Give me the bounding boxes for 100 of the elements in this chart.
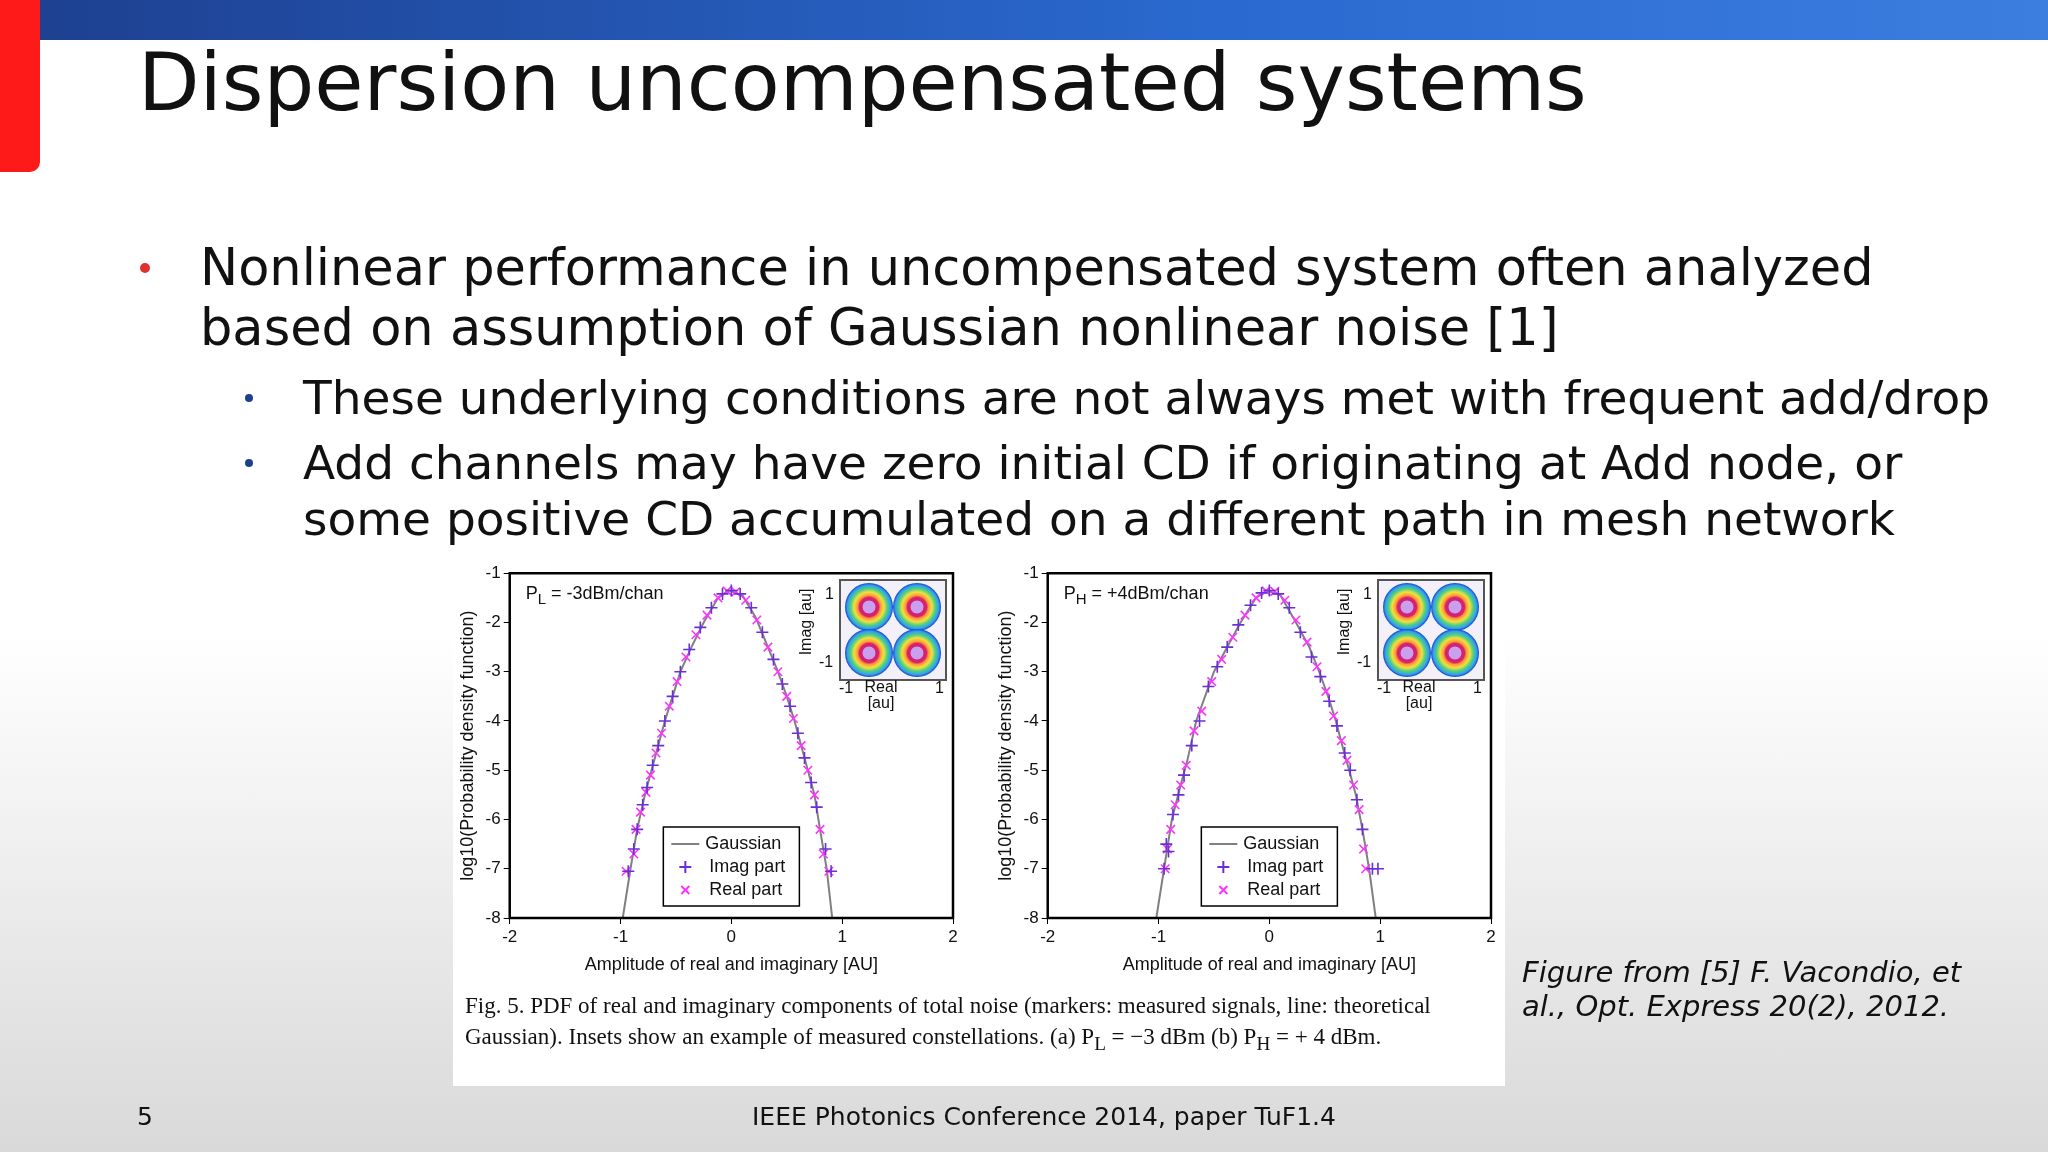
point	[1165, 824, 1176, 835]
point	[1262, 583, 1277, 598]
x-tick-label: -2	[502, 926, 518, 946]
y-tick-label: -3	[485, 661, 501, 681]
point	[1282, 600, 1297, 615]
y-axis-title: log10(Probability density function)	[994, 610, 1015, 881]
point	[1192, 714, 1207, 728]
point	[724, 583, 739, 598]
point	[1328, 711, 1339, 722]
y-tick-label: -3	[1023, 661, 1039, 681]
point	[664, 701, 675, 712]
x-tick-label: 2	[948, 926, 958, 946]
point	[788, 713, 799, 724]
point	[1184, 738, 1199, 753]
point	[635, 797, 650, 812]
annotation: 1	[935, 679, 944, 698]
x-tick-label: -1	[1150, 926, 1167, 946]
point	[1188, 725, 1200, 736]
text: These underlying conditions are not always met with frequent add/drop	[303, 370, 1991, 425]
annotation: Real [au]	[863, 678, 899, 712]
point	[1196, 706, 1207, 717]
point	[682, 642, 697, 657]
point	[1322, 694, 1336, 709]
point	[781, 691, 792, 702]
point	[762, 642, 773, 653]
point	[824, 864, 838, 879]
y-tick-label: -1	[1023, 562, 1039, 582]
legend-label: Imag part	[709, 855, 786, 876]
point	[1341, 755, 1352, 766]
point	[730, 586, 741, 597]
legend-label: Gaussian	[705, 832, 782, 853]
annotation: Real [au]	[1401, 678, 1437, 712]
point	[766, 652, 781, 667]
x-axis-title: Amplitude of real and imaginary [AU]	[1122, 954, 1416, 975]
point	[1350, 792, 1364, 807]
point	[1313, 669, 1328, 684]
point	[814, 824, 826, 835]
point	[1337, 746, 1352, 760]
point	[809, 800, 824, 814]
point	[672, 676, 683, 687]
point	[804, 775, 818, 790]
point	[1290, 614, 1301, 626]
annotation: -1	[1377, 679, 1392, 698]
point	[673, 664, 688, 679]
x-tick-label: 2	[1486, 926, 1496, 946]
point	[701, 610, 713, 621]
point	[1231, 618, 1246, 632]
point	[733, 587, 748, 601]
point	[1371, 861, 1385, 876]
point	[740, 595, 751, 606]
point	[704, 600, 719, 615]
point	[1293, 625, 1308, 640]
point	[680, 651, 691, 662]
point	[1354, 804, 1365, 815]
x-tick-label: -1	[612, 926, 629, 946]
point	[1311, 661, 1323, 672]
point	[645, 770, 656, 781]
y-tick-label: -5	[485, 759, 501, 779]
text: Figure from [5] F. Vacondio, et al., Opt. Express 20(2), 2012.	[1522, 955, 1963, 1023]
point	[1348, 779, 1359, 791]
point	[1201, 679, 1216, 694]
point	[690, 629, 701, 640]
text: 5	[137, 1102, 153, 1131]
annotation: P$_{H}$ = +4dBm/chan	[1063, 583, 1209, 607]
y-axis-title: log10(Probability density function)	[456, 610, 477, 881]
y-tick-label: -8	[1023, 907, 1039, 927]
annotation: P$_{L}$ = -3dBm/chan	[525, 583, 664, 607]
point	[775, 677, 790, 691]
point	[1161, 844, 1176, 859]
point	[665, 689, 680, 704]
y-tick-label: -2	[1023, 612, 1039, 632]
y-tick-label: -4	[485, 710, 501, 730]
point	[818, 842, 833, 856]
y-tick-label: -1	[485, 562, 501, 582]
y-tick-label: -7	[1023, 858, 1039, 878]
point	[628, 848, 639, 860]
point	[1251, 592, 1262, 603]
point	[1177, 768, 1191, 782]
point	[1166, 807, 1180, 822]
point	[1162, 844, 1173, 855]
x-tick-label: 1	[1375, 926, 1385, 946]
point	[635, 807, 646, 818]
point	[658, 714, 672, 728]
point	[645, 758, 660, 773]
legend-label: Real part	[709, 878, 783, 899]
y-tick-label: -6	[1023, 809, 1039, 829]
point	[1301, 637, 1313, 648]
point	[818, 848, 829, 860]
point	[621, 864, 636, 879]
point	[1254, 586, 1269, 600]
caption: Fig. 5. PDF of real and imaginary components of total noise (markers: measured signals, line: theoretical Gaussian). Insets show an example of measured constellations. (a) P$_{L}$ = −3 dBm (b) P$_{H}$ = + 4 dBm.	[465, 992, 1432, 1056]
y-tick-label: -5	[1023, 759, 1039, 779]
point	[1220, 640, 1235, 654]
point	[1279, 595, 1290, 606]
annotation: Imag [au]	[1335, 588, 1354, 656]
point	[1260, 585, 1272, 596]
point	[744, 600, 759, 615]
point	[640, 787, 652, 798]
point	[1206, 676, 1217, 687]
point	[751, 614, 762, 626]
